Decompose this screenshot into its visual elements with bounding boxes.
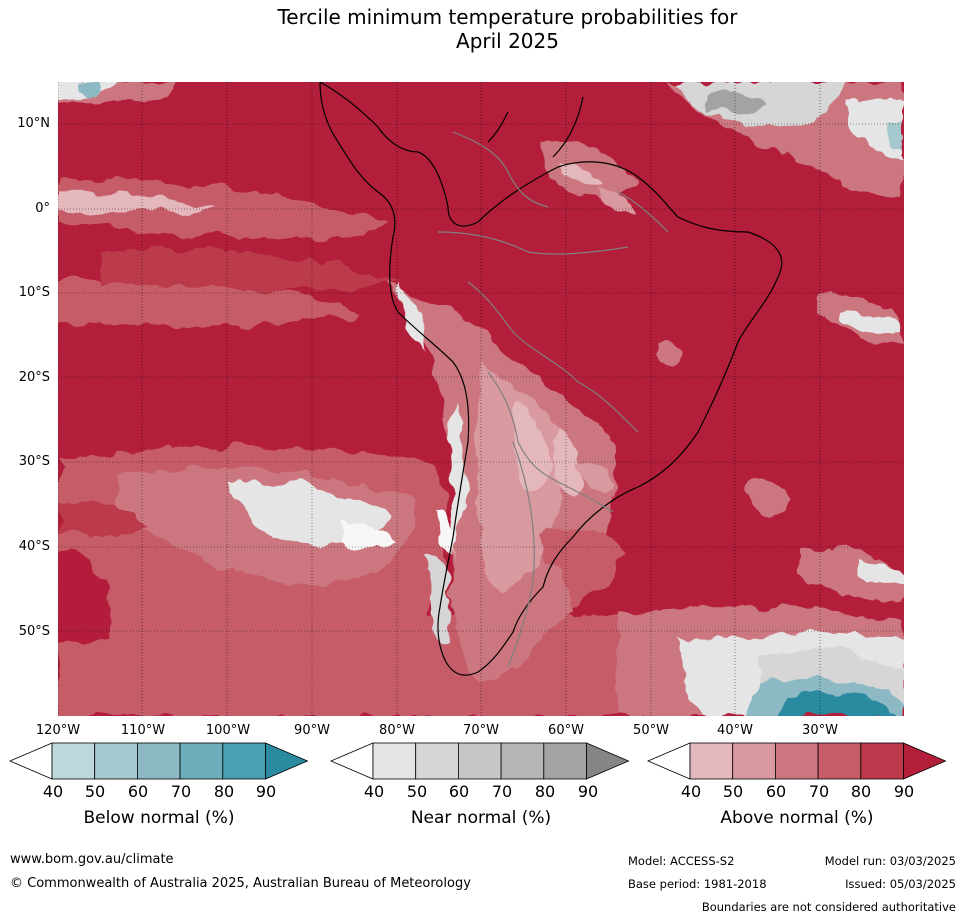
graticule [58,82,904,716]
near-tick-50: 50 [406,782,428,801]
lon-label-50w: 50°W [633,723,669,738]
above-tick-50: 50 [722,782,744,801]
model-run-text: Model run: 03/03/2025 [824,854,956,868]
above-tick-90: 90 [893,782,915,801]
above-colorbar-bin [817,742,862,780]
probability-map [58,82,904,716]
below-colorbar-bin [179,742,224,780]
below-normal-colorbar [8,742,309,780]
website-link[interactable]: www.bom.gov.au/climate [10,852,174,867]
near-colorbar-bin [415,742,459,780]
above-colorbar-over [903,742,947,780]
above-normal-title: Above normal (%) [720,808,874,828]
lat-label-10s: 10°S [18,285,50,300]
country-borders [437,131,669,668]
near-normal-colorbar [329,742,630,780]
near-normal-title: Near normal (%) [410,808,552,828]
copyright-text: © Commonwealth of Australia 2025, Austra… [10,876,471,891]
chart-title-line1: Tercile minimum temperature probabilitie… [277,5,738,29]
below-tick-60: 60 [127,782,149,801]
coastline [319,82,783,676]
lat-label-30s: 30°S [18,454,50,469]
below-normal-colorbar-svg [8,742,309,780]
base-period-text: Base period: 1981-2018 [628,877,767,891]
probability-field [58,82,904,716]
below-colorbar-bin [137,742,181,780]
below-normal-title: Below normal (%) [83,808,235,828]
lon-label-110w: 110°W [120,723,166,738]
lon-label-90w: 90°W [294,723,330,738]
lon-label-40w: 40°W [717,723,753,738]
lon-label-80w: 80°W [379,723,415,738]
above-tick-70: 70 [808,782,830,801]
below-colorbar-over [265,742,309,780]
above-colorbar-bin [732,742,776,780]
near-tick-70: 70 [491,782,513,801]
boundaries-note: Boundaries are not considered authoritat… [701,900,956,914]
lon-label-30w: 30°W [802,723,838,738]
lon-label-120w: 120°W [35,723,81,738]
lon-label-70w: 70°W [463,723,499,738]
chart-title: Tercile minimum temperature probabilitie… [0,5,965,53]
above-normal-colorbar [646,742,947,780]
above-colorbar-bin [860,742,904,780]
below-tick-70: 70 [170,782,192,801]
lat-label-0: 0° [35,201,50,216]
near-colorbar-over [586,742,630,780]
above-normal-colorbar-svg [646,742,947,780]
below-colorbar-bin [222,742,266,780]
lon-label-60w: 60°W [548,723,584,738]
near-colorbar-bin [372,742,417,780]
below-colorbar-bin [51,742,96,780]
map-svg [58,82,904,716]
near-tick-80: 80 [534,782,556,801]
below-tick-50: 50 [84,782,106,801]
lat-label-40s: 40°S [18,539,50,554]
lat-label-20s: 20°S [18,370,50,385]
below-colorbar-bin [94,742,138,780]
lat-label-50s: 50°S [18,624,50,639]
above-colorbar-bin [775,742,819,780]
above-colorbar-under [646,742,691,780]
issued-text: Issued: 05/03/2025 [845,877,956,891]
model-text: Model: ACCESS-S2 [628,854,735,868]
near-colorbar-bin [543,742,587,780]
above-tick-40: 40 [680,782,702,801]
near-tick-90: 90 [577,782,599,801]
near-normal-colorbar-svg [329,742,630,780]
near-tick-60: 60 [448,782,470,801]
below-tick-90: 90 [255,782,277,801]
near-colorbar-under [329,742,374,780]
above-colorbar-bin [689,742,734,780]
chart-title-line2: April 2025 [456,29,559,53]
lat-label-10n: 10°N [17,116,50,131]
below-tick-80: 80 [213,782,235,801]
above-tick-60: 60 [765,782,787,801]
near-tick-40: 40 [363,782,385,801]
near-colorbar-bin [500,742,545,780]
near-colorbar-bin [458,742,502,780]
below-colorbar-under [8,742,53,780]
above-tick-80: 80 [850,782,872,801]
below-tick-40: 40 [42,782,64,801]
lon-label-100w: 100°W [205,723,251,738]
